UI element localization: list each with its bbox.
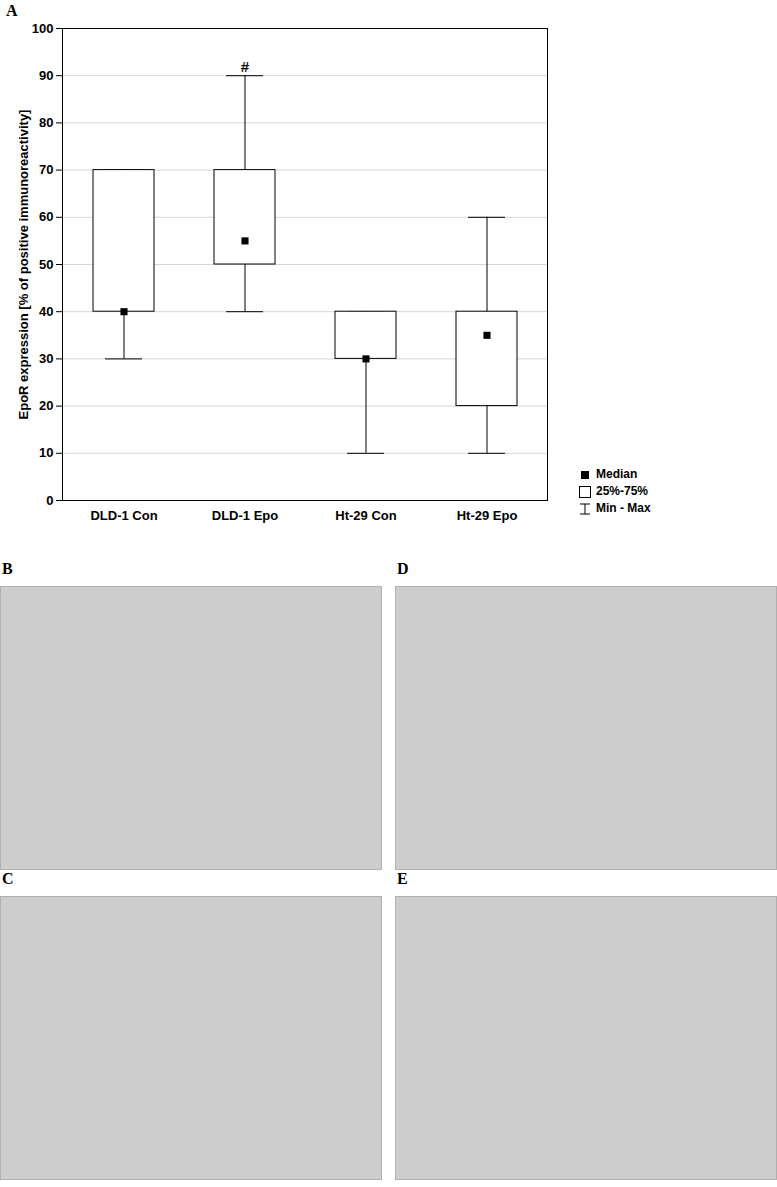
svg-text:20: 20 bbox=[39, 398, 53, 413]
svg-text:100: 100 bbox=[32, 21, 54, 36]
svg-text:70: 70 bbox=[39, 162, 53, 177]
svg-text:10: 10 bbox=[39, 445, 53, 460]
html-text:25%-75%: 25%-75% bbox=[596, 484, 648, 498]
svg-text:Ht-29 Con: Ht-29 Con bbox=[335, 508, 396, 523]
svg-text:DLD-1 Con: DLD-1 Con bbox=[90, 508, 157, 523]
html-text:Median: Median bbox=[596, 467, 638, 481]
svg-text:DLD-1 Epo: DLD-1 Epo bbox=[212, 508, 279, 523]
svg-text:60: 60 bbox=[39, 209, 53, 224]
html-text:D: D bbox=[397, 560, 409, 577]
html-text:A: A bbox=[6, 2, 18, 19]
html-text:C: C bbox=[2, 870, 14, 887]
svg-text:30: 30 bbox=[39, 351, 53, 366]
html-text:E: E bbox=[397, 870, 408, 887]
svg-text:80: 80 bbox=[39, 115, 53, 130]
svg-text:#: # bbox=[241, 58, 250, 75]
svg-text:0: 0 bbox=[46, 493, 53, 508]
svg-text:50: 50 bbox=[39, 257, 53, 272]
svg-text:Ht-29 Epo: Ht-29 Epo bbox=[457, 508, 518, 523]
html-text:B: B bbox=[2, 560, 13, 577]
svg-text:90: 90 bbox=[39, 68, 53, 83]
svg-text:40: 40 bbox=[39, 304, 53, 319]
svg-text:EpoR expression [% of positive: EpoR expression [% of positive immunorea… bbox=[16, 110, 31, 420]
html-text:Min - Max: Min - Max bbox=[596, 501, 651, 515]
